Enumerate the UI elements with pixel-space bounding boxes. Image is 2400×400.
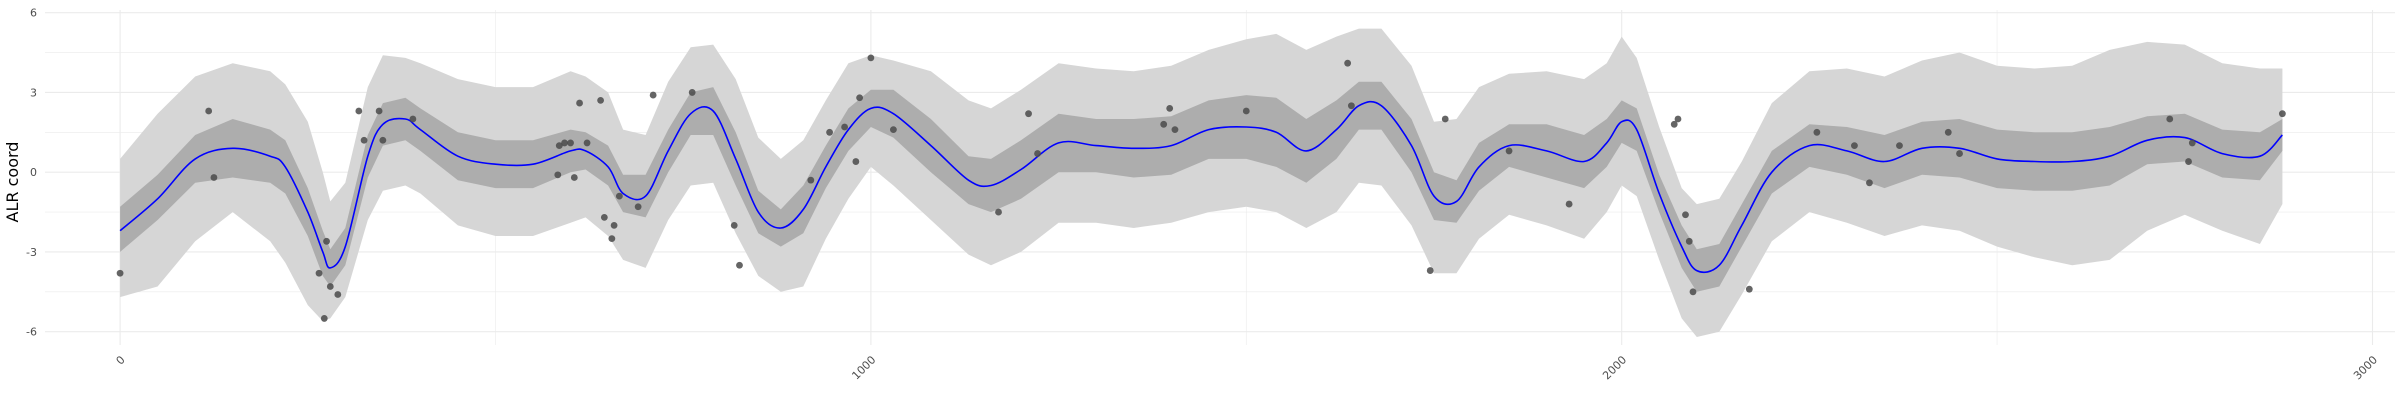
y-tick-label: -3 — [26, 246, 37, 259]
data-point — [2185, 158, 2192, 165]
data-point — [597, 96, 604, 104]
data-point — [2188, 139, 2196, 147]
data-point — [360, 136, 368, 144]
data-point — [561, 139, 568, 147]
data-point — [1944, 128, 1952, 136]
data-point — [736, 261, 743, 269]
outer-confidence-band — [120, 28, 2283, 337]
data-point — [1441, 115, 1449, 123]
data-point — [2278, 110, 2286, 118]
data-point — [995, 208, 1002, 216]
data-point — [1171, 126, 1179, 134]
mean-line — [119, 100, 2283, 274]
data-point — [610, 221, 618, 229]
data-point — [852, 158, 860, 165]
data-point — [116, 269, 124, 277]
confidence-bands — [120, 28, 2283, 337]
data-point — [1682, 211, 1689, 219]
y-tick-label: 0 — [30, 166, 37, 179]
data-point — [1166, 104, 1174, 112]
data-point — [1813, 128, 1821, 136]
data-point — [608, 235, 616, 243]
data-point — [1242, 107, 1250, 115]
data-point — [323, 237, 330, 245]
data-point — [379, 136, 387, 144]
data-point — [375, 107, 383, 115]
y-tick-label: -6 — [26, 326, 37, 339]
data-point — [1896, 142, 1903, 149]
data-point — [1670, 120, 1678, 128]
data-point — [1505, 147, 1513, 155]
x-tick-label: 0 — [114, 353, 128, 367]
data-point — [841, 123, 849, 131]
data-point — [555, 142, 563, 149]
data-point — [600, 213, 608, 221]
data-point — [2166, 115, 2174, 123]
data-point — [210, 174, 218, 181]
y-axis-title: ALR coord — [3, 142, 22, 223]
data-point — [1565, 200, 1573, 208]
data-point — [688, 89, 696, 96]
data-point — [856, 94, 864, 102]
data-point — [1034, 150, 1041, 157]
data-point — [583, 139, 591, 147]
observation-points — [116, 54, 2286, 322]
inner-confidence-band — [120, 81, 2283, 292]
data-point — [1866, 179, 1873, 187]
mean-line-layer — [119, 100, 2283, 274]
data-point — [615, 192, 623, 200]
y-tick-label: 3 — [30, 86, 37, 99]
data-point — [867, 54, 875, 62]
data-point — [1344, 59, 1352, 67]
data-point — [315, 269, 323, 277]
data-point — [730, 221, 738, 229]
data-point — [326, 283, 334, 290]
x-tick-label: 3000 — [2351, 353, 2380, 382]
data-point — [1851, 142, 1858, 149]
data-point — [334, 291, 342, 298]
data-point — [1025, 110, 1032, 118]
data-point — [1160, 120, 1168, 128]
data-point — [1956, 150, 1963, 157]
data-point — [355, 107, 363, 115]
data-point — [1674, 115, 1682, 123]
x-tick-label: 2000 — [1600, 353, 1629, 382]
data-point — [320, 315, 328, 322]
data-point — [890, 126, 897, 134]
data-point — [570, 174, 578, 181]
data-point — [1347, 102, 1355, 110]
data-point — [567, 139, 574, 147]
data-point — [554, 171, 562, 179]
data-point — [205, 107, 213, 115]
data-point — [409, 115, 417, 123]
data-point — [1745, 285, 1753, 293]
x-tick-label: 1000 — [849, 353, 878, 382]
data-point — [634, 203, 642, 211]
data-point — [1426, 267, 1434, 274]
data-point — [807, 176, 815, 184]
y-tick-label: 6 — [30, 7, 37, 20]
data-point — [826, 128, 833, 136]
data-point — [649, 91, 657, 99]
data-point — [1685, 237, 1693, 245]
data-point — [576, 99, 583, 107]
data-point — [1689, 288, 1697, 296]
